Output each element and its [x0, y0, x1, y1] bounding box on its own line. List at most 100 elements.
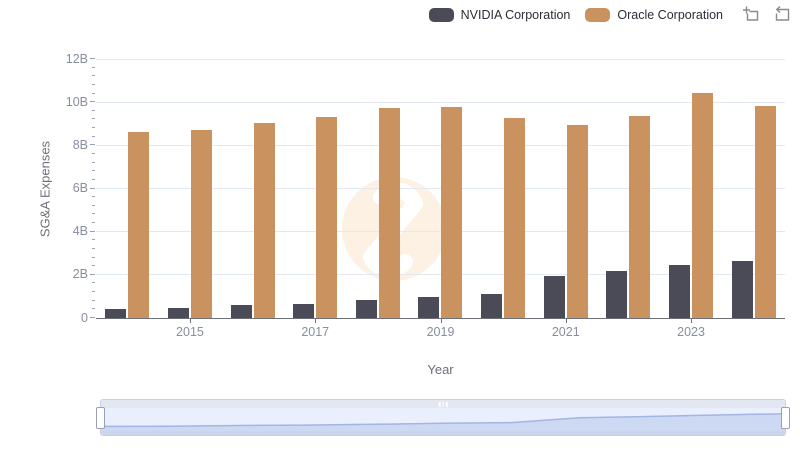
x-axis-title: Year	[427, 362, 454, 377]
y-major-tick	[90, 58, 95, 59]
bar-nvidia-2019[interactable]	[418, 296, 440, 318]
y-minor-tick	[92, 178, 95, 180]
bar-nvidia-2017[interactable]	[293, 303, 315, 318]
y-major-tick	[90, 144, 95, 146]
bar-group-2024	[722, 59, 785, 318]
chart-toolbox	[741, 5, 792, 25]
y-minor-tick	[92, 256, 95, 258]
bar-nvidia-2024[interactable]	[731, 260, 753, 318]
x-tick-label-2021: 2021	[551, 325, 580, 339]
bar-group-2015	[159, 59, 222, 318]
bar-oracle-2022[interactable]	[629, 115, 651, 318]
bar-oracle-2023[interactable]	[692, 93, 714, 318]
x-tick-label-2017: 2017	[301, 325, 330, 339]
slider-handle-left[interactable]	[96, 407, 105, 429]
y-minor-tick	[92, 92, 95, 94]
bar-nvidia-2016[interactable]	[230, 305, 252, 318]
y-minor-tick	[92, 282, 95, 284]
bar-group-2018	[347, 59, 410, 318]
zoom-select-icon[interactable]	[741, 5, 761, 25]
y-minor-tick	[92, 66, 95, 68]
x-tick-2023	[691, 318, 693, 323]
bar-oracle-2021[interactable]	[566, 125, 588, 318]
y-tick-label-4B: 4B	[72, 224, 88, 239]
bar-oracle-2017[interactable]	[316, 117, 338, 318]
y-minor-tick	[92, 109, 95, 111]
restore-icon[interactable]	[772, 5, 792, 25]
bar-nvidia-2014[interactable]	[105, 308, 127, 318]
slider-handle-right[interactable]	[781, 407, 790, 429]
y-minor-tick	[92, 152, 95, 154]
x-tick-label-2019: 2019	[426, 325, 455, 339]
y-minor-tick	[92, 170, 95, 172]
gridline-12B	[96, 58, 785, 60]
bar-nvidia-2022[interactable]	[606, 271, 628, 318]
y-major-tick	[90, 273, 95, 275]
bar-group-2014	[96, 59, 159, 318]
y-tick-label-2B: 2B	[72, 267, 88, 282]
bar-oracle-2024[interactable]	[754, 105, 776, 318]
x-tick-label-2015: 2015	[176, 325, 204, 339]
legend-item-oracle[interactable]: Oracle Corporation	[585, 8, 723, 22]
y-major-tick	[90, 230, 95, 232]
gridline-8B	[96, 144, 785, 146]
legend-label-oracle: Oracle Corporation	[617, 8, 723, 22]
oracle-legend-swatch	[585, 8, 611, 22]
bar-oracle-2019[interactable]	[441, 106, 463, 318]
x-tick-2021	[565, 318, 567, 323]
y-major-tick	[90, 317, 95, 318]
y-minor-tick	[92, 222, 95, 224]
gridline-10B	[96, 101, 785, 103]
gridline-6B	[96, 188, 785, 189]
y-minor-tick	[92, 83, 95, 85]
bar-oracle-2014[interactable]	[128, 132, 150, 318]
plot-area: SG&A Expenses Year 0 2B 4B 6B 8B 10B 12B 2015 20…	[38, 52, 785, 377]
y-major-tick	[90, 187, 95, 189]
bar-nvidia-2020[interactable]	[481, 294, 503, 318]
datazoom-slider[interactable]	[96, 399, 790, 436]
bar-nvidia-2023[interactable]	[669, 265, 691, 318]
bar-group-2019	[409, 59, 472, 318]
legend: NVIDIA Corporation Oracle Corporation	[428, 5, 792, 25]
y-minor-tick	[92, 135, 95, 137]
bar-nvidia-2018[interactable]	[355, 300, 377, 318]
slider-grip[interactable]	[438, 402, 448, 407]
legend-label-nvidia: NVIDIA Corporation	[460, 8, 571, 22]
y-minor-tick	[92, 127, 95, 129]
y-minor-tick	[92, 299, 95, 301]
bar-oracle-2015[interactable]	[190, 129, 212, 318]
x-tick-2019	[440, 318, 442, 323]
y-minor-tick	[92, 118, 95, 120]
y-minor-tick	[92, 265, 95, 267]
y-minor-tick	[92, 196, 95, 198]
bar-group-2017	[284, 59, 347, 318]
bar-oracle-2016[interactable]	[253, 122, 275, 318]
bar-nvidia-2021[interactable]	[543, 276, 565, 318]
slider-preview-area[interactable]	[101, 408, 785, 431]
bar-oracle-2020[interactable]	[504, 117, 526, 318]
bar-group-2021	[534, 59, 597, 318]
y-tick-label-10B: 10B	[65, 94, 88, 109]
bar-group-2023	[660, 59, 723, 318]
y-minor-tick	[92, 239, 95, 241]
y-minor-tick	[92, 308, 95, 310]
y-minor-tick	[92, 75, 95, 77]
x-tick-2017	[315, 318, 317, 323]
y-tick-label-8B: 8B	[72, 137, 88, 152]
bar-nvidia-2015[interactable]	[167, 307, 189, 318]
y-minor-tick	[92, 204, 95, 206]
gridline-2B	[96, 274, 785, 276]
x-tick-label-2023: 2023	[677, 325, 705, 339]
slider-track-top[interactable]	[101, 400, 785, 408]
y-tick-label-12B: 12B	[65, 51, 88, 66]
slider-track-bottom	[101, 431, 785, 435]
y-major-tick	[90, 101, 95, 103]
bar-group-2016	[221, 59, 284, 318]
bar-group-2022	[597, 59, 660, 318]
y-minor-tick	[92, 161, 95, 163]
nvidia-legend-swatch	[428, 8, 454, 22]
legend-item-nvidia[interactable]: NVIDIA Corporation	[428, 8, 571, 22]
bar-oracle-2018[interactable]	[378, 108, 400, 318]
y-tick-label-6B: 6B	[72, 181, 88, 195]
x-tick-2015	[189, 318, 191, 323]
